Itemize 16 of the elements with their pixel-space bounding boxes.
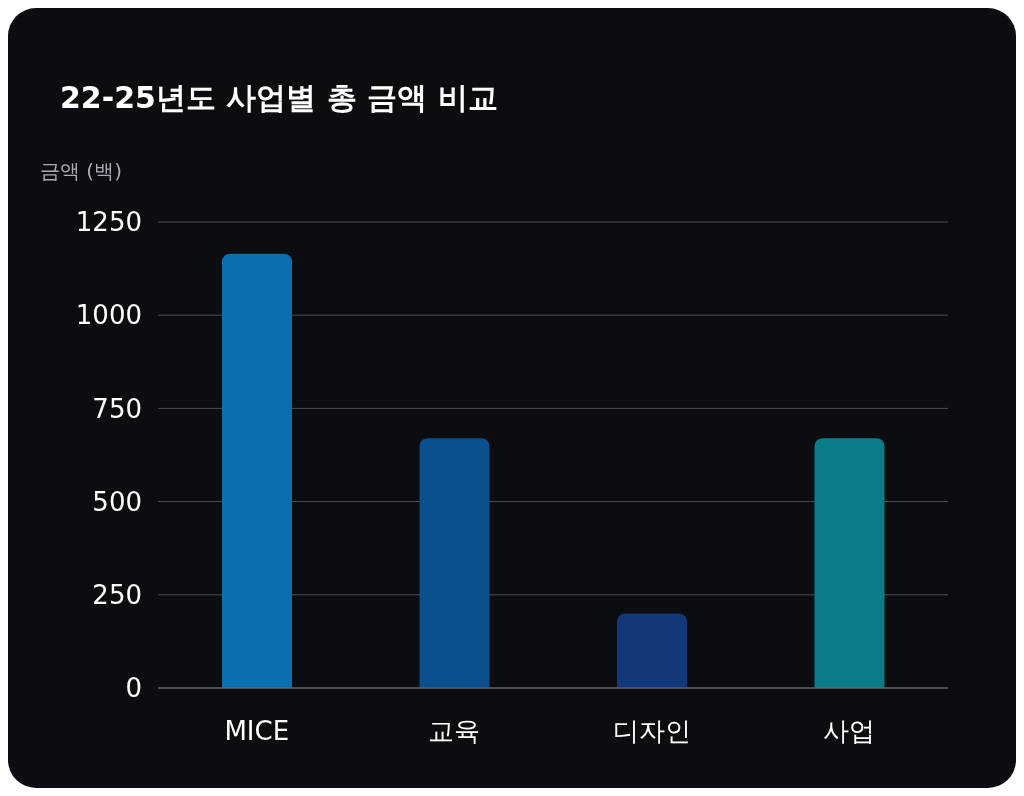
chart-title: 22-25년도 사업별 총 금액 비교	[60, 79, 498, 117]
y-axis-title: 금액 (백)	[40, 158, 122, 185]
x-tick-label: 디자인	[612, 716, 691, 747]
y-tick-label: 250	[92, 580, 142, 611]
y-tick-label: 1000	[75, 300, 142, 331]
x-tick-label: MICE	[224, 716, 290, 747]
y-tick-label: 750	[92, 393, 142, 424]
x-tick-label: 사업	[823, 716, 876, 747]
bar	[419, 438, 490, 688]
bar	[222, 253, 292, 688]
x-tick-label: 교육	[428, 716, 481, 747]
y-tick-label: 500	[92, 486, 142, 517]
y-tick-label: 1250	[75, 207, 142, 238]
bar	[814, 438, 885, 688]
y-tick-label: 0	[125, 673, 142, 704]
bar	[617, 613, 687, 688]
